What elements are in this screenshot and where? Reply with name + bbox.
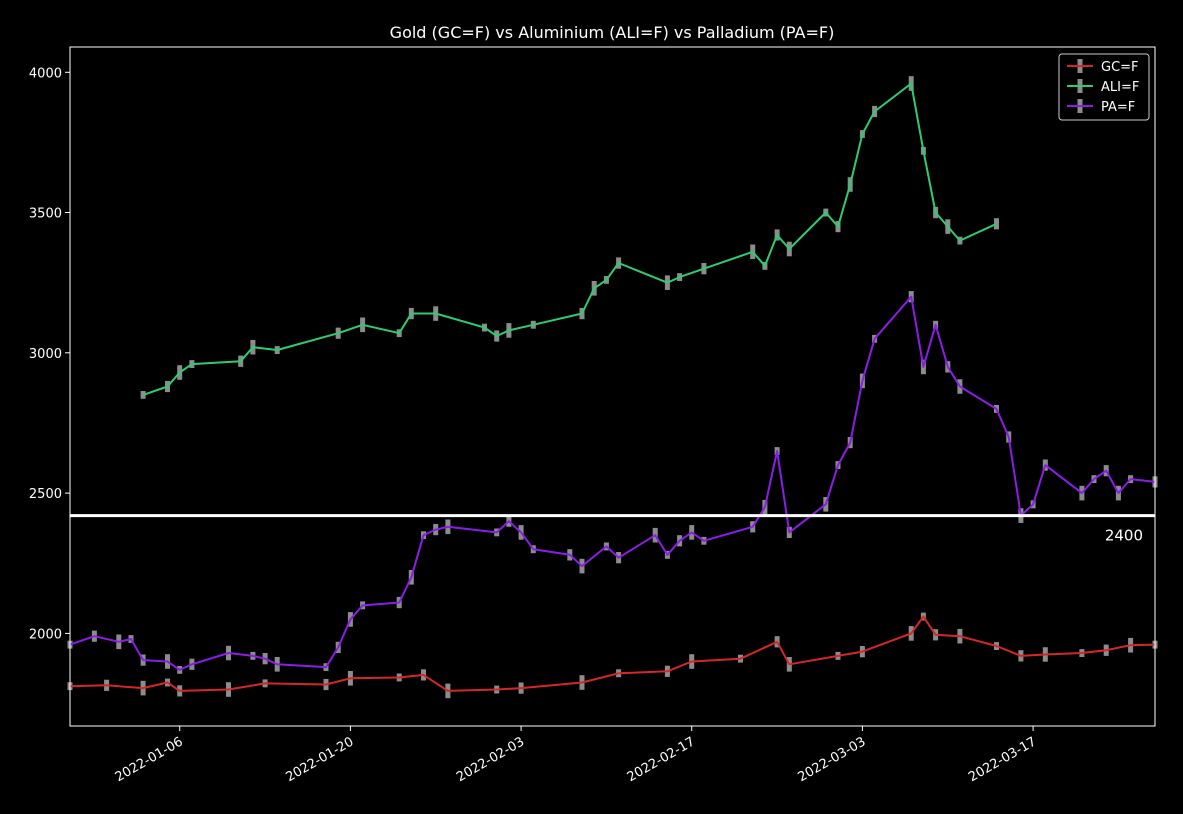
series-pa-f-line: [69, 295, 1156, 671]
series-pa-f: [67, 291, 1158, 674]
series-gc-f-line: [69, 615, 1156, 692]
y-tick-label: 4000: [29, 66, 62, 81]
reference-line-label: 2400: [1105, 527, 1143, 545]
legend-label: PA=F: [1101, 100, 1135, 115]
legend: GC=F ALI=F PA=F: [1058, 53, 1150, 121]
y-tick-label: 3000: [29, 347, 62, 362]
y-tick-label: 2500: [29, 487, 62, 502]
legend-label: GC=F: [1101, 60, 1139, 75]
legend-label: ALI=F: [1101, 80, 1139, 95]
plot-area: 2400: [67, 76, 1158, 699]
series-ali-f-line: [142, 82, 997, 396]
y-tick-label: 3500: [29, 207, 62, 222]
series-ali-f: [140, 76, 999, 399]
y-tick-label: 2000: [29, 627, 62, 642]
series-gc-f: [67, 612, 1158, 699]
plot-frame: [69, 46, 1156, 727]
chart-title: Gold (GC=F) vs Aluminium (ALI=F) vs Pall…: [390, 23, 835, 42]
